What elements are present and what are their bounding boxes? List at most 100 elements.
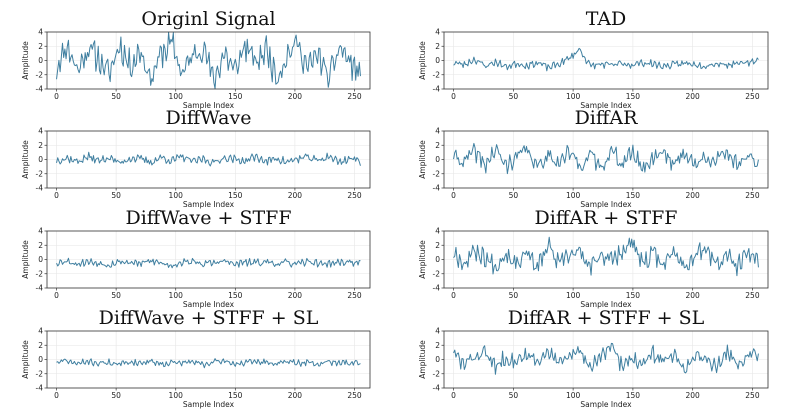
x-tick-label: 100 <box>566 92 581 101</box>
y-tick-label: 2 <box>435 241 440 250</box>
y-tick-label: 0 <box>38 355 43 364</box>
signal-line <box>56 358 361 369</box>
x-tick-label: 200 <box>288 191 303 200</box>
y-axis-label: Amplitude <box>418 240 427 279</box>
x-tick-label: 0 <box>54 291 59 300</box>
subplot: DiffWave + STFF + SL 0 50 100 150 200 250 -4 -2 0… <box>21 307 371 409</box>
y-tick-label: 4 <box>435 127 440 136</box>
x-tick-label: 250 <box>347 92 362 101</box>
y-tick-label: -2 <box>433 269 441 278</box>
y-tick-label: 2 <box>435 42 440 51</box>
y-axis-label: Amplitude <box>418 140 427 179</box>
y-axis-label: Amplitude <box>418 340 427 379</box>
plot-frame <box>46 130 371 189</box>
x-tick-label: 100 <box>566 191 581 200</box>
subplot-title: DiffAR + STFF + SL <box>508 307 705 329</box>
plot-frame <box>443 130 769 189</box>
subplot: DiffWave + STFF 0 50 100 150 200 250 -4 -2 0 2 4 Sam… <box>21 207 371 309</box>
y-tick-label: -4 <box>36 284 44 293</box>
signal-line <box>453 47 759 72</box>
x-tick-label: 0 <box>54 92 59 101</box>
x-tick-label: 100 <box>169 391 184 400</box>
y-tick-label: 4 <box>38 28 43 37</box>
x-tick-label: 150 <box>626 191 641 200</box>
y-tick-label: 0 <box>38 155 43 164</box>
y-tick-label: -2 <box>36 169 44 178</box>
x-tick-label: 50 <box>111 191 121 200</box>
y-tick-label: -2 <box>36 70 44 79</box>
signal-line <box>453 142 759 175</box>
plot-frame <box>443 31 769 90</box>
x-tick-label: 0 <box>54 391 59 400</box>
y-tick-label: 2 <box>38 42 43 51</box>
y-tick-label: 2 <box>38 141 43 150</box>
x-tick-label: 150 <box>228 92 243 101</box>
subplot-title: DiffWave <box>166 107 252 129</box>
signal-line <box>56 151 361 167</box>
y-axis-label: Amplitude <box>21 240 30 279</box>
y-tick-label: 4 <box>38 227 43 236</box>
y-tick-label: 0 <box>435 155 440 164</box>
x-tick-label: 150 <box>626 291 641 300</box>
x-axis-label: Sample Index <box>183 101 235 110</box>
y-tick-label: 2 <box>435 341 440 350</box>
y-tick-label: -4 <box>433 284 441 293</box>
x-tick-label: 250 <box>745 92 760 101</box>
x-tick-label: 50 <box>111 291 121 300</box>
y-tick-label: 4 <box>38 127 43 136</box>
y-axis-label: Amplitude <box>21 340 30 379</box>
x-tick-label: 100 <box>169 191 184 200</box>
x-tick-label: 150 <box>228 391 243 400</box>
x-tick-label: 250 <box>347 191 362 200</box>
y-tick-label: 0 <box>435 255 440 264</box>
x-tick-label: 50 <box>509 191 519 200</box>
x-tick-label: 100 <box>566 391 581 400</box>
x-axis-label: Sample Index <box>580 200 632 209</box>
x-axis-label: Sample Index <box>183 200 235 209</box>
y-tick-label: -4 <box>433 384 441 393</box>
y-tick-label: 4 <box>435 327 440 336</box>
x-tick-label: 250 <box>745 291 760 300</box>
y-tick-label: 2 <box>435 141 440 150</box>
x-tick-label: 100 <box>169 92 184 101</box>
subplot-title: DiffWave + STFF <box>125 207 291 229</box>
subplot: DiffWave 0 50 100 150 200 250 -4 -2 0 2 4 Sample Ind… <box>21 107 371 209</box>
x-tick-label: 150 <box>626 92 641 101</box>
subplot: DiffAR + STFF + SL 0 50 100 150 200 250 -4 -2 0 2 4… <box>418 307 769 409</box>
x-tick-label: 200 <box>686 291 701 300</box>
x-tick-label: 200 <box>288 92 303 101</box>
subplot-title: DiffAR + STFF <box>535 207 678 229</box>
signal-line <box>56 257 361 269</box>
y-tick-label: 2 <box>38 241 43 250</box>
y-axis-label: Amplitude <box>21 41 30 80</box>
subplot-title: Originl Signal <box>141 8 275 30</box>
subplot-title: DiffWave + STFF + SL <box>99 307 319 329</box>
x-tick-label: 250 <box>347 291 362 300</box>
y-tick-label: 0 <box>38 255 43 264</box>
y-tick-label: 2 <box>38 341 43 350</box>
y-tick-label: -2 <box>36 269 44 278</box>
y-tick-label: -2 <box>433 70 441 79</box>
x-tick-label: 150 <box>228 191 243 200</box>
subplot: TAD 0 50 100 150 200 250 -4 -2 0 2 4 Sample Index Amp… <box>418 8 769 110</box>
y-tick-label: -4 <box>36 184 44 193</box>
x-tick-label: 0 <box>54 191 59 200</box>
y-axis-label: Amplitude <box>418 41 427 80</box>
x-tick-label: 50 <box>111 92 121 101</box>
x-tick-label: 250 <box>745 191 760 200</box>
y-tick-label: -4 <box>433 184 441 193</box>
y-tick-label: 0 <box>38 56 43 65</box>
y-tick-label: 4 <box>435 227 440 236</box>
x-tick-label: 100 <box>169 291 184 300</box>
x-tick-label: 0 <box>451 191 456 200</box>
x-tick-label: 50 <box>509 291 519 300</box>
y-tick-label: -2 <box>433 169 441 178</box>
plot-frame <box>46 230 371 289</box>
x-tick-label: 0 <box>451 391 456 400</box>
y-tick-label: -4 <box>433 85 441 94</box>
plot-frame <box>46 330 371 389</box>
y-tick-label: -2 <box>433 369 441 378</box>
y-tick-label: 4 <box>38 327 43 336</box>
x-tick-label: 0 <box>451 92 456 101</box>
